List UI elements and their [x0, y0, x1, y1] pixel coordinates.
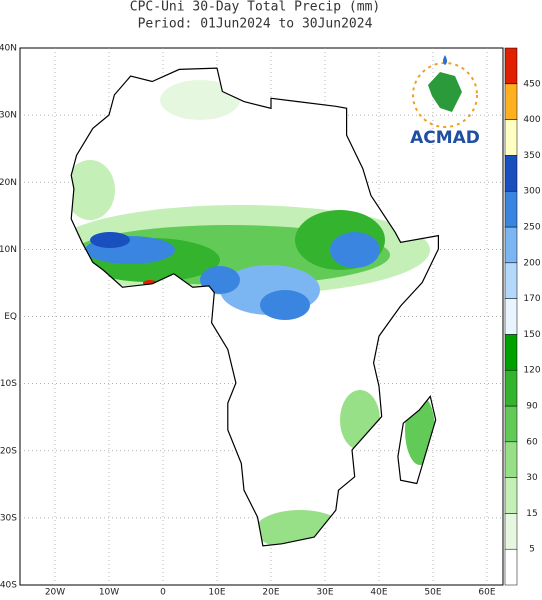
- colorbar-label: 120: [523, 366, 540, 376]
- colorbar-swatch: [504, 226, 518, 264]
- lat-label: EQ: [4, 312, 17, 322]
- lat-label: 40N: [0, 44, 17, 54]
- colorbar-label: 250: [523, 223, 540, 233]
- colorbar-swatch: [504, 155, 518, 192]
- map-period: Period: 01Jun2024 to 30Jun2024: [138, 17, 373, 32]
- colorbar-swatch: [504, 405, 518, 443]
- colorbar-label: 15: [526, 509, 537, 519]
- lon-label: 0: [160, 588, 166, 598]
- lon-label: 20W: [45, 588, 65, 598]
- colorbar-label: 90: [526, 402, 538, 412]
- colorbar-swatch: [504, 369, 518, 407]
- colorbar-swatch: [504, 477, 518, 514]
- logo-text: ACMAD: [410, 128, 480, 148]
- colorbar-label: 400: [523, 115, 540, 125]
- colorbar-swatch: [504, 334, 518, 371]
- colorbar-swatch: [504, 83, 518, 120]
- madagascar-coastline: [397, 395, 437, 485]
- lon-label: 10E: [208, 588, 225, 598]
- map-title: CPC-Uni 30-Day Total Precip (mm): [130, 0, 380, 15]
- africa-coastline: [70, 67, 439, 547]
- colorbar-swatch: [504, 548, 518, 586]
- lon-label: 10W: [99, 588, 119, 598]
- colorbar-swatch: [504, 262, 518, 299]
- lat-label: 30S: [0, 513, 17, 523]
- colorbar-label: 200: [523, 258, 540, 268]
- colorbar-label: 5: [529, 545, 535, 555]
- lon-label: 40E: [370, 588, 387, 598]
- colorbar-label: 450: [523, 79, 540, 89]
- lon-label: 30E: [316, 588, 333, 598]
- lon-label: 20E: [262, 588, 279, 598]
- colorbar-label: 300: [523, 187, 540, 197]
- lat-label: 10N: [0, 245, 17, 255]
- colorbar-swatch: [504, 513, 518, 550]
- colorbar-label: 170: [523, 294, 540, 304]
- colorbar-swatch: [504, 190, 518, 228]
- colorbar-swatch: [504, 298, 518, 335]
- colorbar-label: 150: [523, 330, 540, 340]
- lat-label: 20S: [0, 446, 17, 456]
- colorbar-label: 30: [526, 473, 538, 483]
- acmad-logo: ACMAD: [410, 55, 480, 148]
- lon-label: 50E: [424, 588, 441, 598]
- colorbar-label: 60: [526, 437, 538, 447]
- colorbar-swatch: [504, 47, 518, 85]
- lat-label: 30N: [0, 111, 17, 121]
- colorbar-label: 350: [523, 151, 540, 161]
- colorbar-swatch: [504, 441, 518, 478]
- lat-label: 20N: [0, 178, 17, 188]
- lat-label: 40S: [0, 581, 17, 591]
- colorbar-swatch: [504, 119, 518, 156]
- lat-label: 10S: [0, 379, 17, 389]
- lon-label: 60E: [478, 588, 495, 598]
- colorbar: 5 15 30 60 90 120 150 170 200 250 300 350 400 450: [504, 47, 541, 586]
